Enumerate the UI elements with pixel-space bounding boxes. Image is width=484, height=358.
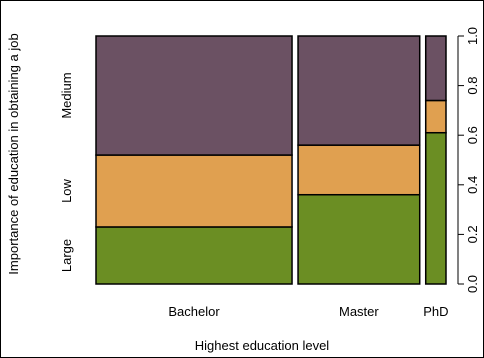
y-tick-label: 0.2	[465, 225, 480, 243]
y-tick-label: 0.6	[465, 126, 480, 144]
tile-bachelor-low	[95, 154, 293, 228]
level-label-large: Large	[59, 239, 74, 272]
y-tick-label: 0.0	[465, 275, 480, 293]
tile-bachelor-medium	[95, 35, 293, 156]
x-tick-label-bachelor: Bachelor	[168, 304, 220, 319]
tile-phd-medium	[424, 35, 447, 102]
level-label-medium: Medium	[59, 72, 74, 118]
level-label-low: Low	[59, 178, 74, 202]
y-axis-title: Importance of education in obtaining a j…	[6, 33, 21, 274]
x-tick-label-phd: PhD	[423, 304, 448, 319]
y-tick-label: 1.0	[465, 27, 480, 45]
y-tick-label: 0.4	[465, 176, 480, 194]
tile-master-low	[297, 144, 421, 196]
tile-bachelor-large	[95, 226, 293, 285]
y-tick-label: 0.8	[465, 77, 480, 95]
x-tick-label-master: Master	[339, 304, 379, 319]
tile-phd-low	[424, 99, 447, 134]
x-axis-title: Highest education level	[195, 338, 330, 353]
tile-phd-large	[424, 131, 447, 285]
tile-master-large	[297, 193, 421, 285]
tile-master-medium	[297, 35, 421, 146]
